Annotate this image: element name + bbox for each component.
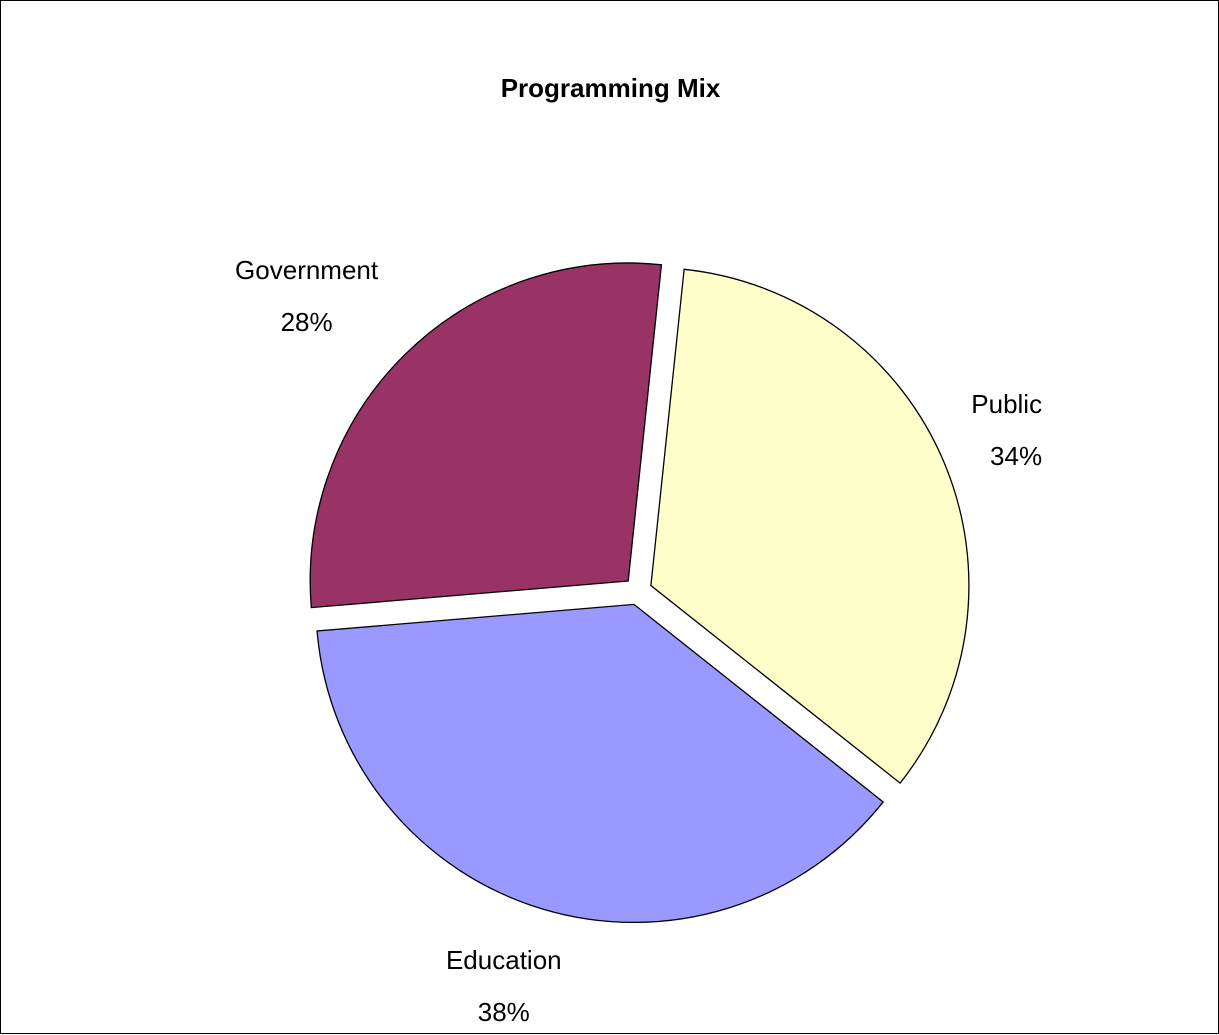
slice-percent-label: 38% xyxy=(478,997,530,1027)
slice-category-label: Public xyxy=(971,389,1042,419)
pie-slice-education xyxy=(316,603,885,924)
slice-category-label: Government xyxy=(235,255,379,285)
slice-category-label: Education xyxy=(446,945,562,975)
slice-label-education: Education 38% xyxy=(446,945,562,1027)
chart-title: Programming Mix xyxy=(500,73,721,103)
slice-label-public: Public 34% xyxy=(971,389,1042,471)
slice-percent-label: 28% xyxy=(281,307,333,337)
pie-slice-government xyxy=(309,262,663,609)
slice-percent-label: 34% xyxy=(990,441,1042,471)
pie-slice-public xyxy=(650,268,970,785)
slice-label-government: Government 28% xyxy=(235,255,379,337)
